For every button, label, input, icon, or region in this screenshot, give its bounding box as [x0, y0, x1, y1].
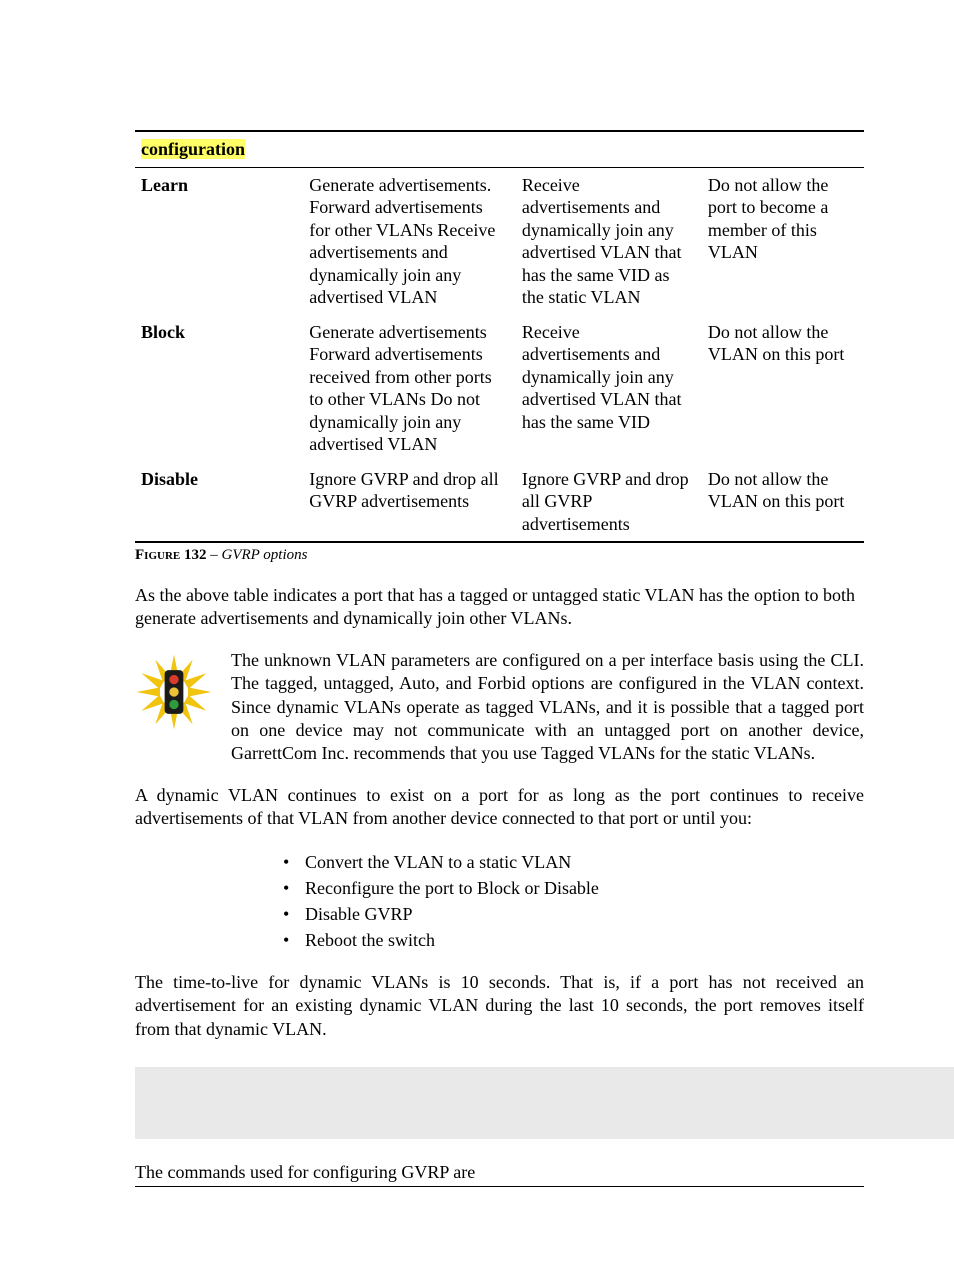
list-item: Convert the VLAN to a static VLAN — [305, 849, 864, 875]
table-cell: Ignore GVRP and drop all GVRP advertisem… — [516, 462, 702, 543]
document-page: configuration Learn Generate advertiseme… — [0, 0, 954, 1262]
paragraph: The time-to-live for dynamic VLANs is 10… — [135, 971, 864, 1041]
table-cell: Receive advertisements and dynamically j… — [516, 167, 702, 315]
table-cell: Do not allow the port to become a member… — [702, 167, 864, 315]
note-block: The unknown VLAN parameters are configur… — [135, 649, 864, 766]
section-divider-bar — [135, 1067, 954, 1139]
bullet-list: Convert the VLAN to a static VLAN Reconf… — [135, 849, 864, 953]
footer-rule — [135, 1186, 864, 1187]
table-cell: Do not allow the VLAN on this port — [702, 315, 864, 462]
traffic-light-burst-icon — [135, 653, 213, 731]
table-cell: Receive advertisements and dynamically j… — [516, 315, 702, 462]
table-row: Disable Ignore GVRP and drop all GVRP ad… — [135, 462, 864, 543]
list-item: Reconfigure the port to Block or Disable — [305, 875, 864, 901]
table-cell: Do not allow the VLAN on this port — [702, 462, 864, 543]
table-cell: Ignore GVRP and drop all GVRP advertisem… — [303, 462, 516, 543]
row-label: Block — [135, 315, 303, 462]
table-cell: Generate advertisements. Forward adverti… — [303, 167, 516, 315]
row-label: Disable — [135, 462, 303, 543]
table-header-row: configuration — [135, 131, 864, 167]
table-row: Block Generate advertisements Forward ad… — [135, 315, 864, 462]
paragraph: As the above table indicates a port that… — [135, 584, 864, 631]
list-item: Reboot the switch — [305, 927, 864, 953]
caption-number: Figure 132 — [135, 547, 206, 563]
table-header-cell: configuration — [141, 139, 245, 159]
paragraph: A dynamic VLAN continues to exist on a p… — [135, 784, 864, 831]
list-item: Disable GVRP — [305, 901, 864, 927]
caption-title: GVRP options — [221, 547, 307, 563]
row-label: Learn — [135, 167, 303, 315]
paragraph: The unknown VLAN parameters are configur… — [231, 649, 864, 766]
table-row: Learn Generate advertisements. Forward a… — [135, 167, 864, 315]
figure-caption: Figure 132 – GVRP options — [135, 547, 864, 564]
gvrp-options-table: configuration Learn Generate advertiseme… — [135, 130, 864, 543]
caption-sep: – — [206, 547, 221, 563]
paragraph: The commands used for configuring GVRP a… — [135, 1161, 864, 1184]
table-cell: Generate advertisements Forward advertis… — [303, 315, 516, 462]
